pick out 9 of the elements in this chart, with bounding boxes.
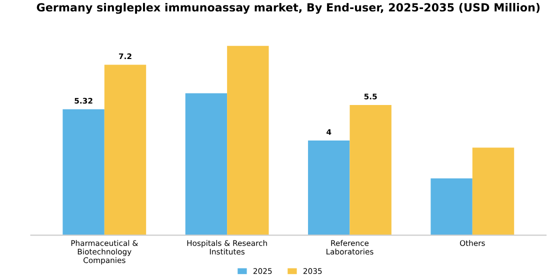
bar	[350, 105, 392, 236]
bar	[185, 93, 228, 236]
bar	[472, 148, 514, 236]
bar	[104, 64, 146, 236]
bar	[308, 140, 350, 236]
bar	[430, 178, 472, 236]
bar	[62, 109, 104, 236]
bar	[227, 46, 269, 236]
chart-title: Germany singleplex immunoassay market, By End-user, 2025-2035 (USD Million)	[36, 2, 540, 14]
